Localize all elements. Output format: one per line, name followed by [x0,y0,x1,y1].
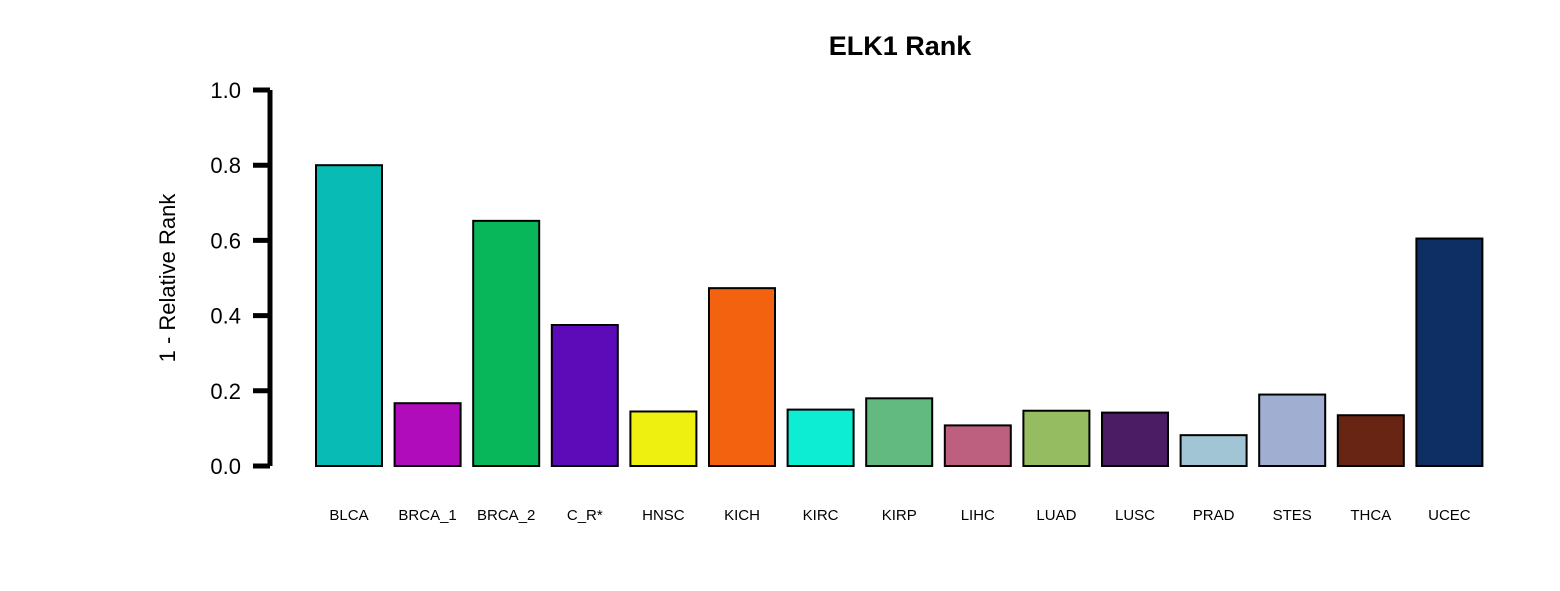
x-tick-label: KIRC [803,507,839,524]
y-axis-label: 1 - Relative Rank [155,193,180,363]
y-axis: 0.0 0.2 0.4 0.6 0.8 1.0 [210,78,273,479]
bar-lihc [943,424,1012,467]
chart-title: ELK1 Rank [829,31,973,61]
x-tick-label: KIRP [882,507,917,524]
bar-brca2 [472,219,541,467]
bar-kich [708,287,776,468]
x-tick-label: LUSC [1115,507,1155,524]
bar-thca [1336,414,1405,467]
x-tick-label: UCEC [1428,507,1471,524]
y-tick-label: 0.4 [210,304,241,329]
x-tick-label: BRCA_2 [477,507,535,524]
bar-ucec [1415,237,1484,467]
x-tick-label: LUAD [1036,507,1076,524]
x-tick-label: STES [1273,507,1312,524]
x-tick-label: PRAD [1193,507,1235,524]
x-tick-label: KICH [724,507,760,524]
y-tick-label: 0.8 [210,153,241,178]
x-tick-label: LIHC [961,507,995,524]
bar-lusc [1101,411,1169,467]
bar-blca [315,164,383,467]
bar-brca1 [393,402,462,468]
y-tick-label: 0.2 [210,379,241,404]
bar-prad [1179,434,1248,467]
bar-cr [550,324,619,467]
bar-stes [1258,393,1327,467]
bar-kirc [786,408,855,468]
bar-hnsc [629,410,698,468]
bar-kirp [865,397,934,468]
x-tick-label: HNSC [642,507,685,524]
x-tick-label: C_R* [567,507,603,524]
x-tick-label: BLCA [329,507,368,524]
x-tick-label: THCA [1350,507,1391,524]
y-tick-label: 1.0 [210,78,241,103]
y-tick-label: 0.0 [210,454,241,479]
bars [315,164,1484,468]
y-tick-label: 0.6 [210,228,241,253]
bar-luad [1022,409,1091,467]
x-axis-ticks: BLCA BRCA_1 BRCA_2 C_R* HNSC KICH KIRC KIRP LIHC… [329,507,1470,524]
x-tick-label: BRCA_1 [398,507,456,524]
